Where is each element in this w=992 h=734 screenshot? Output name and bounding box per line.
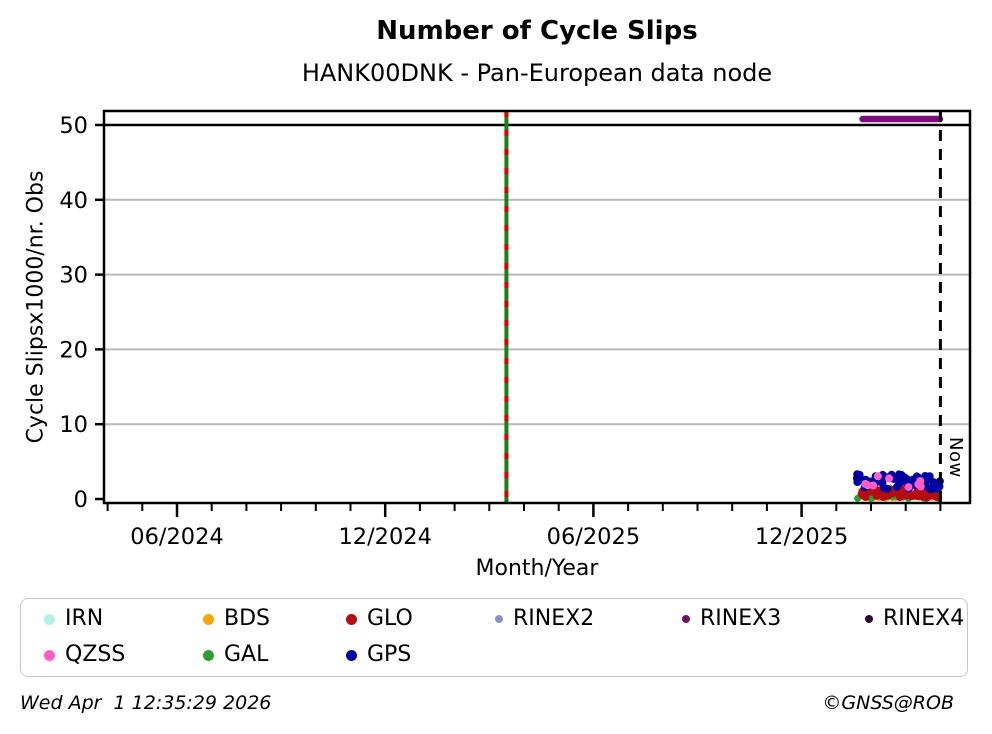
legend-label-glo: GLO [367,606,413,631]
plot-frame [102,109,972,505]
plot-area: 0 10 20 30 40 50 06/2024 12/2024 06/2025 12/2025 [59,109,972,550]
data-point-glo [879,492,888,501]
chart-subtitle: HANK00DNK - Pan-European data node [301,59,773,87]
data-point-gps [892,482,901,491]
data-point-gps [853,470,862,479]
chart-title: Number of Cycle Slips [376,16,698,46]
rinex4-marker-icon [865,615,873,623]
qzss-marker-icon [44,649,55,661]
legend-item-glo: GLO [346,606,413,632]
legend-item-qzss: QZSS [44,642,125,668]
now-line-label: Now [945,437,966,478]
legend-label-rinex4: RINEX4 [883,606,965,631]
gridlines [104,123,970,426]
x-tick-label: 06/2025 [547,524,640,550]
legend-label-rinex3: RINEX3 [700,606,782,631]
data-point-qzss [904,483,913,492]
data-point-glo [889,489,898,497]
legend-label-rinex2: RINEX2 [513,606,595,631]
x-axis-ticks: 06/2024 12/2024 06/2025 12/2025 [106,503,942,550]
copyright: ©GNSS@ROB [822,692,954,714]
y-tick-label: 50 [59,113,88,139]
legend: IRN BDS GLO RINEX2 RINEX3 RINEX4 QZSS GAL GPS [20,598,968,677]
rinex2-marker-icon [495,615,503,623]
legend-item-rinex3: RINEX3 [682,606,781,632]
y-tick-label: 40 [59,188,88,214]
data-point-gps [935,482,944,491]
x-tick-label: 06/2024 [130,524,223,550]
gal-marker-icon [203,649,214,661]
legend-item-gal: GAL [203,642,268,668]
legend-item-rinex4: RINEX4 [865,606,964,632]
glo-marker-icon [346,613,357,625]
legend-item-gps: GPS [346,642,411,668]
y-tick-label: 30 [59,263,88,289]
data-point-gps [895,470,903,479]
data-point-gps [928,485,937,494]
data-point-gps [925,472,934,481]
data-point-gps [880,484,889,492]
y-tick-label: 0 [74,487,88,513]
irn-marker-icon [44,613,55,625]
data-point-glo [895,490,904,498]
gps-marker-icon [346,649,357,661]
series-qzss [861,472,925,492]
bds-marker-icon [203,613,214,625]
data-point-qzss [873,472,882,481]
y-axis-label: Cycle Slipsx1000/nr. Obs [23,170,49,444]
legend-label-gps: GPS [367,642,412,667]
legend-item-irn: IRN [44,606,103,632]
legend-label-irn: IRN [65,606,104,631]
legend-label-qzss: QZSS [65,642,126,667]
rinex3-marker-icon [682,615,690,623]
legend-label-bds: BDS [224,606,270,631]
x-axis-label: Month/Year [475,556,599,581]
y-tick-label: 20 [59,337,88,363]
data-point-qzss [863,481,872,490]
legend-label-gal: GAL [224,642,269,667]
data-point-qzss [914,480,923,489]
data-point-qzss [885,474,894,483]
data-point-glo [872,491,881,500]
x-tick-label: 12/2024 [338,524,431,550]
data-point-glo [914,492,923,501]
timestamp: Wed Apr 1 12:35:29 2026 [20,692,272,714]
y-tick-label: 10 [59,412,88,438]
x-tick-label: 12/2025 [755,524,848,550]
legend-item-bds: BDS [203,606,270,632]
y-axis-ticks: 0 10 20 30 40 50 [59,113,104,513]
legend-item-rinex2: RINEX2 [495,606,594,632]
